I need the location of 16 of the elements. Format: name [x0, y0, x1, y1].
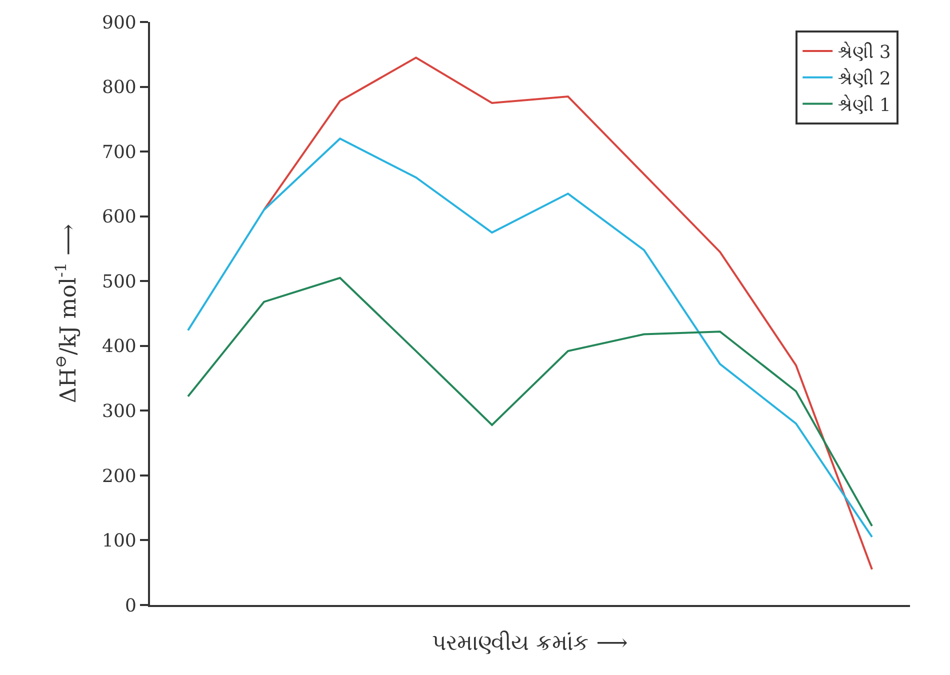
line-series	[187, 138, 873, 538]
y-tick-label: 300	[102, 400, 136, 422]
legend-label: શ્રેણી 1	[838, 94, 891, 116]
y-tick-label: 500	[102, 271, 136, 292]
y-tick-label: 200	[102, 466, 136, 487]
legend-label: શ્રેણી 2	[838, 68, 891, 90]
line-series	[187, 276, 873, 527]
y-tick-label: 400	[102, 336, 136, 358]
legend-label: શ્રેણી 3	[838, 42, 891, 63]
y-tick-label: 600	[102, 206, 136, 228]
y-tick-label: 0	[124, 595, 136, 616]
y-tick-label: 700	[102, 142, 136, 163]
y-tick-label: 100	[102, 530, 136, 552]
x-axis-title: પરમાણ્વીય ક્રમાંક ⟶	[432, 631, 628, 656]
y-tick-label: 900	[102, 12, 136, 34]
y-tick-label: 800	[102, 77, 136, 98]
